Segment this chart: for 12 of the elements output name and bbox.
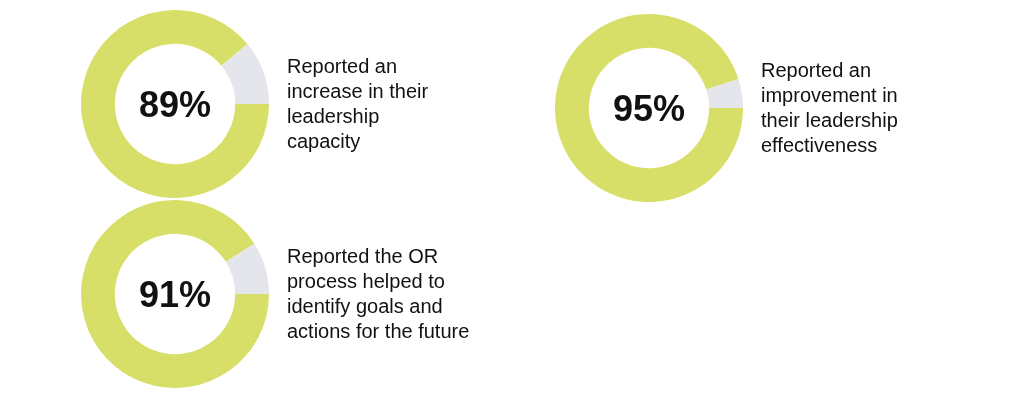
donut-slice bbox=[555, 14, 743, 202]
donut-slice bbox=[225, 243, 269, 294]
donut-slice bbox=[81, 200, 269, 388]
data-label: 95% bbox=[613, 88, 686, 129]
donut-slice bbox=[221, 44, 269, 104]
donut-slice bbox=[81, 10, 269, 198]
donut-slice bbox=[706, 78, 743, 108]
text: Reported the OR process helped to identify goals and actions for the future bbox=[287, 244, 471, 344]
text: Reported an improvement in their leadership effectiveness bbox=[761, 58, 899, 158]
data-label: 91% bbox=[139, 274, 212, 315]
text: Reported an increase in their leadership capacity bbox=[287, 54, 430, 154]
data-label: 89% bbox=[139, 84, 212, 125]
